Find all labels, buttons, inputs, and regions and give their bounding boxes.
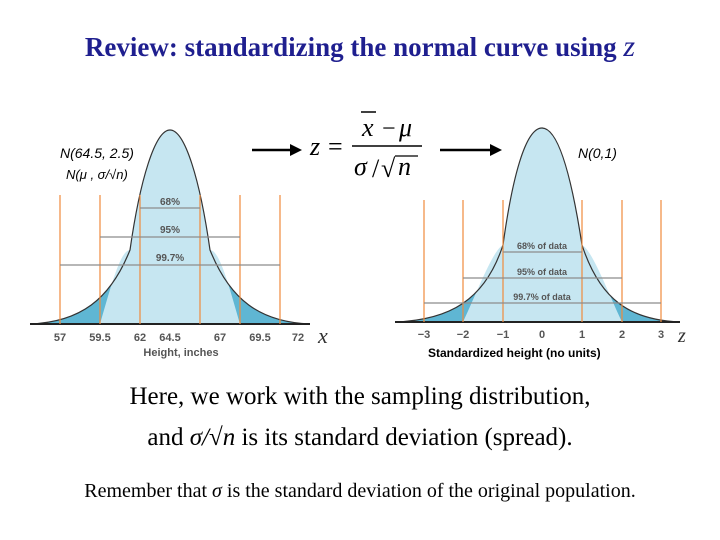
formula-num-mu: μ — [398, 113, 412, 142]
right-tick: −2 — [457, 329, 470, 341]
left-tick: 69.5 — [249, 332, 270, 344]
page-title: Review: standardizing the normal curve u… — [84, 30, 636, 63]
sigma-symbol: σ — [212, 480, 222, 502]
left-param-label: N(μ , σ/√n) — [66, 167, 128, 182]
right-ticks: −3 −2 −1 0 1 2 3 — [418, 329, 664, 341]
formula-den-root: √ — [381, 154, 396, 183]
right-band-labels: 68% of data 95% of data 99.7% of data — [513, 241, 572, 302]
left-curve-tail-fill-right — [210, 250, 310, 324]
left-tick: 59.5 — [89, 332, 110, 344]
right-dist-label: N(0,1) — [578, 145, 617, 161]
formula-eq: = — [328, 132, 343, 161]
right-tick: 1 — [579, 329, 585, 341]
left-guides — [59, 195, 281, 324]
left-ticks: 57 59.5 62 64.5 67 69.5 72 — [54, 332, 304, 344]
left-band-labels: 68% 95% 99.7% — [156, 197, 184, 264]
left-band-997: 99.7% — [156, 253, 184, 264]
left-curve-outline — [29, 129, 311, 325]
left-tick: 57 — [54, 332, 66, 344]
right-axis-caption: Standardized height (no units) — [428, 346, 601, 360]
right-tick: 3 — [658, 329, 664, 341]
note-line-2: and σ/√n is its standard deviation (spre… — [147, 424, 573, 451]
formula-den-slash: / — [372, 154, 380, 183]
right-bands — [424, 251, 661, 304]
formula-num-x: x — [361, 113, 374, 142]
formula-den-sigma: σ — [354, 152, 368, 181]
left-axis-label: Height, inches — [143, 347, 218, 359]
left-curve-body-fill — [100, 130, 240, 324]
right-band-997: 99.7% of data — [513, 292, 572, 302]
right-tick: 2 — [619, 329, 625, 341]
right-tick: −3 — [418, 329, 431, 341]
left-tick: 72 — [292, 332, 304, 344]
left-tick: 64.5 — [159, 332, 180, 344]
right-tick: −1 — [497, 329, 510, 341]
note-line-1: Here, we work with the sampling distribu… — [129, 383, 591, 410]
z-formula: z = x − μ σ / √ n — [309, 111, 422, 183]
right-guides — [423, 200, 662, 322]
left-band-95: 95% — [160, 225, 180, 236]
right-normal-curve — [394, 127, 681, 323]
left-axis-var: x — [317, 323, 328, 348]
left-dist-label: N(64.5, 2.5) — [60, 145, 134, 161]
right-band-95: 95% of data — [517, 267, 568, 277]
right-axis-var: z — [677, 325, 686, 347]
transform-arrows — [252, 144, 502, 156]
left-band-68: 68% — [160, 197, 180, 208]
formula-den-n: n — [398, 152, 411, 181]
left-curve-tail-fill — [30, 250, 130, 324]
left-normal-curve — [29, 129, 311, 325]
left-tick: 62 — [134, 332, 146, 344]
right-band-68: 68% of data — [517, 241, 568, 251]
left-tick: 67 — [214, 332, 226, 344]
formula-num-op: − — [382, 116, 396, 142]
note-line-3: Remember that σ is the standard deviatio… — [84, 480, 636, 502]
formula-lhs: z — [309, 132, 320, 161]
sigma-over-root-n: σ/√n — [189, 424, 236, 451]
left-bands — [60, 207, 280, 266]
right-tick: 0 — [539, 329, 545, 341]
right-curve-outline — [394, 127, 681, 323]
